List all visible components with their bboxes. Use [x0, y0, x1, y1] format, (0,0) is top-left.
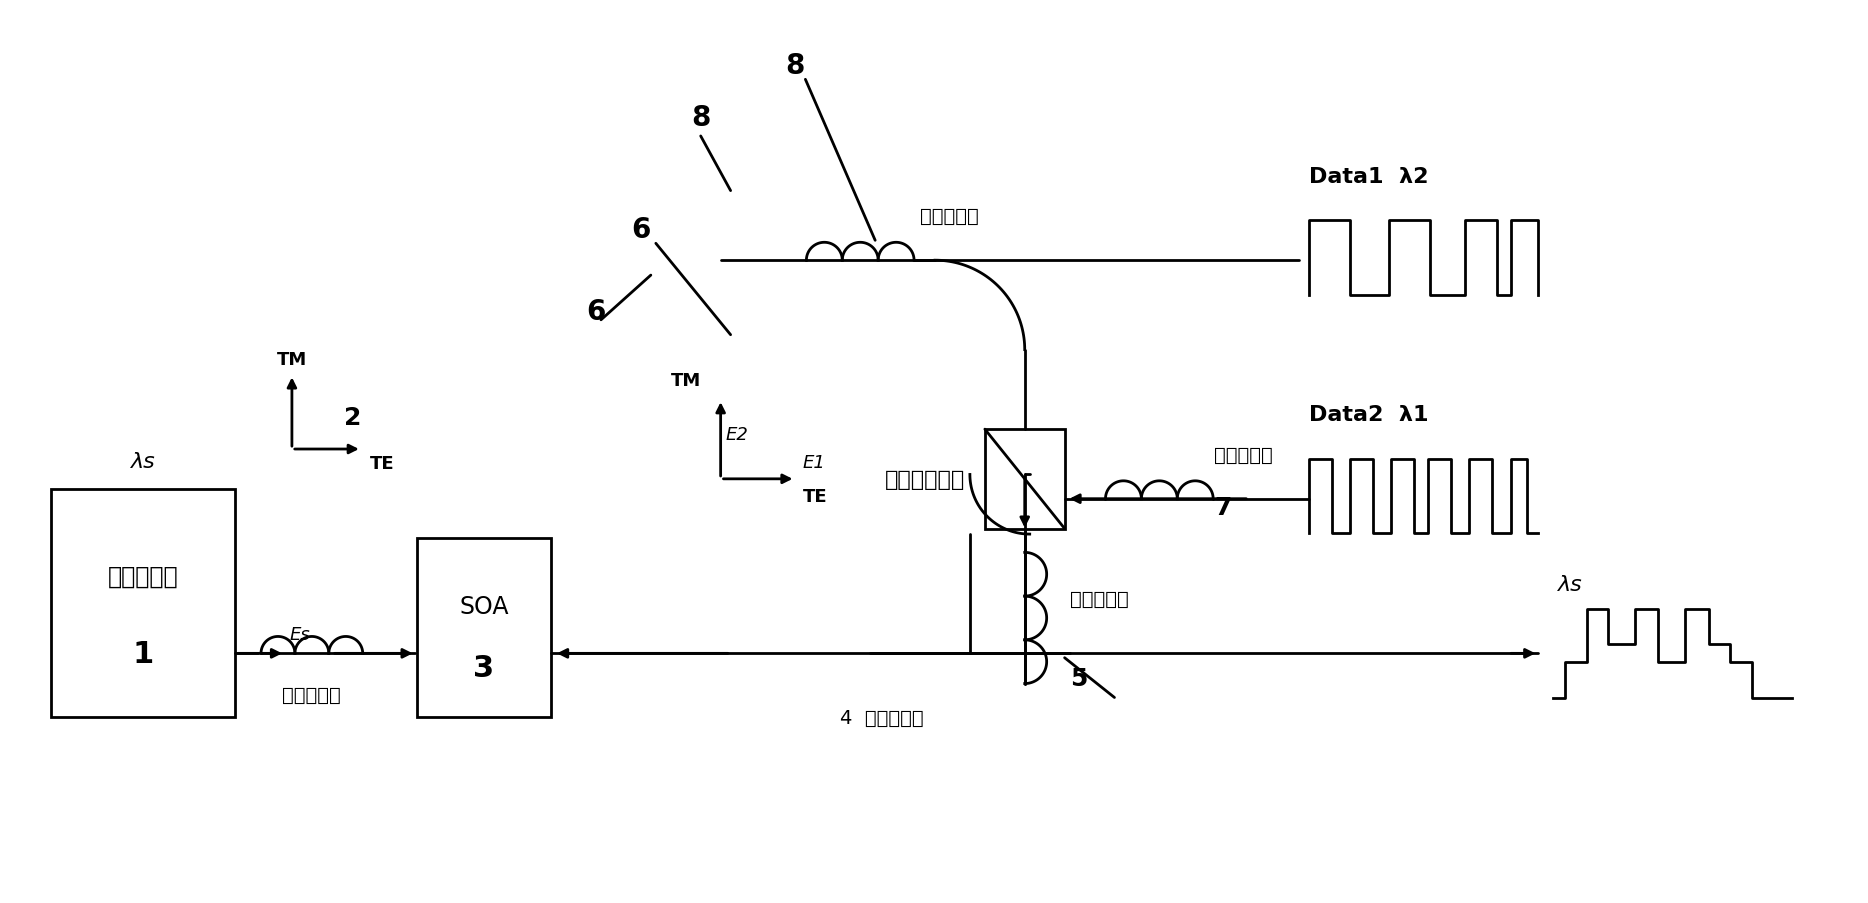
Text: 5: 5 — [1070, 666, 1087, 690]
Text: Es: Es — [290, 626, 310, 644]
Text: 4  光纤耦合器: 4 光纤耦合器 — [841, 708, 925, 727]
Text: TE: TE — [803, 488, 828, 505]
Text: TM: TM — [276, 350, 306, 368]
Bar — [984, 430, 1065, 529]
Text: E2: E2 — [725, 425, 749, 443]
Text: 1: 1 — [133, 639, 153, 668]
Text: 偏振控制器: 偏振控制器 — [1214, 445, 1272, 464]
Text: TE: TE — [370, 454, 394, 472]
Text: λs: λs — [131, 452, 155, 471]
Text: 8: 8 — [786, 52, 805, 80]
Text: TM: TM — [671, 372, 700, 390]
Text: 6: 6 — [587, 297, 605, 325]
Bar — [50, 489, 235, 718]
Text: SOA: SOA — [460, 595, 508, 619]
Text: 光偏振合波器: 光偏振合波器 — [885, 470, 966, 489]
Text: 8: 8 — [691, 104, 710, 132]
Text: 偏振控制器: 偏振控制器 — [282, 685, 342, 704]
Text: 6: 6 — [631, 216, 650, 244]
Text: 3: 3 — [473, 653, 495, 682]
Text: E1: E1 — [803, 453, 826, 471]
Text: 偏振控制器: 偏振控制器 — [1070, 589, 1128, 608]
Text: 2: 2 — [344, 405, 361, 430]
Text: 7: 7 — [1214, 495, 1231, 519]
Text: 连续信号光: 连续信号光 — [108, 564, 177, 588]
Text: Data1  λ2: Data1 λ2 — [1309, 166, 1429, 186]
Text: 偏振控制器: 偏振控制器 — [921, 207, 979, 226]
Text: Data2  λ1: Data2 λ1 — [1309, 405, 1429, 424]
Bar — [417, 539, 551, 718]
Text: λs: λs — [1558, 574, 1582, 594]
